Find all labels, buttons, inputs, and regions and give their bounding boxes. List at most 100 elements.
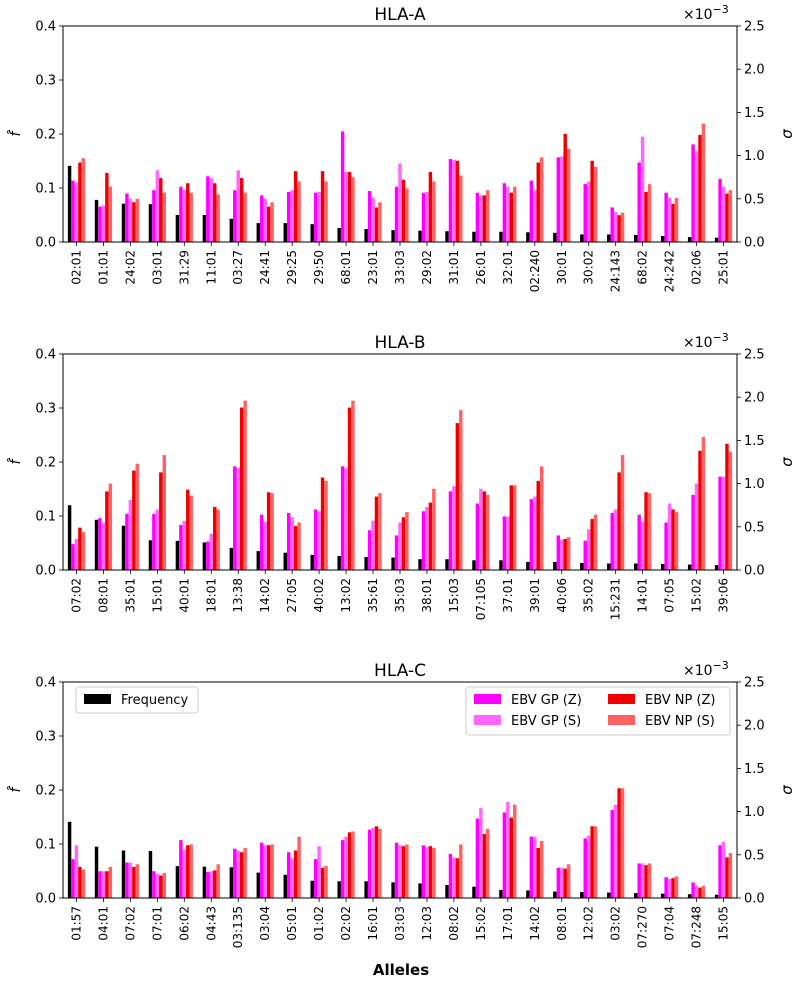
bar-frequency <box>175 866 180 898</box>
bar-np-s <box>81 869 86 898</box>
bar-gp-z <box>610 207 614 242</box>
bar-frequency <box>445 885 449 898</box>
x-tick-label: 29:50 <box>312 250 326 285</box>
bar-gp-s <box>721 186 726 242</box>
bar-gp-s <box>236 468 240 570</box>
x-tick-label: 15:02 <box>690 578 704 613</box>
y-right-tick-label: 1.0 <box>744 477 765 492</box>
bar-np-s <box>108 186 113 242</box>
y-left-tick-label: 0.4 <box>35 20 56 35</box>
bar-np-s <box>162 192 166 242</box>
bar-frequency <box>580 562 584 570</box>
sigma-multiplier-base: ×10 <box>683 7 713 23</box>
bar-np-z <box>401 517 406 570</box>
bar-np-s <box>674 512 679 570</box>
bar-np-s <box>432 488 436 570</box>
bar-frequency <box>660 564 665 570</box>
bar-frequency <box>202 215 207 242</box>
bar-np-s <box>351 831 355 898</box>
x-tick-label: 15:01 <box>150 578 164 613</box>
x-tick-label: 25:01 <box>717 250 731 285</box>
bar-np-z <box>617 215 621 242</box>
bar-frequency <box>418 883 422 898</box>
bar-gp-s <box>317 846 321 898</box>
legend-label-gp-s: EBV GP (S) <box>511 714 581 729</box>
sigma-multiplier: ×10−3 <box>683 3 729 23</box>
bar-frequency <box>310 554 314 570</box>
plot-frame <box>62 25 738 243</box>
sigma-multiplier: ×10−3 <box>683 659 729 679</box>
bar-gp-z <box>421 511 426 570</box>
legend-label-np-s: EBV NP (S) <box>645 714 715 729</box>
bar-frequency <box>175 215 180 242</box>
bar-np-s <box>189 192 193 242</box>
bar-np-z <box>536 481 540 570</box>
bar-gp-z <box>394 842 399 898</box>
bar-frequency <box>391 230 395 242</box>
sigma-multiplier: ×10−3 <box>683 331 729 351</box>
bar-np-s <box>566 537 571 570</box>
bar-np-z <box>725 443 729 570</box>
bar-np-s <box>324 866 328 898</box>
bar-np-s <box>701 885 706 898</box>
bar-np-s <box>108 866 113 898</box>
x-tick-label: 02:02 <box>339 906 353 941</box>
chart-title: HLA-A <box>374 5 426 25</box>
bar-frequency <box>67 505 72 570</box>
bar-gp-z <box>448 159 453 242</box>
bar-gp-s <box>290 517 294 570</box>
bar-gp-s <box>586 529 591 570</box>
bar-gp-z <box>691 882 695 898</box>
bar-np-s <box>81 531 86 570</box>
bar-gp-s <box>398 163 402 242</box>
bar-frequency <box>256 872 261 898</box>
bar-gp-s <box>128 198 133 242</box>
x-tick-label: 29:25 <box>285 250 299 285</box>
x-tick-label: 40:01 <box>177 578 191 613</box>
y-right-tick-label: 1.5 <box>744 434 765 449</box>
bar-gp-s <box>290 190 294 242</box>
y-right-tick-label: 2.5 <box>744 20 765 35</box>
bar-gp-s <box>209 178 214 242</box>
bar-np-z <box>239 852 244 898</box>
legend-box <box>75 686 199 714</box>
bar-np-s <box>243 192 247 242</box>
bar-frequency <box>391 882 395 898</box>
x-tick-label: 68:02 <box>636 250 650 285</box>
bar-np-s <box>378 493 382 570</box>
bar-gp-z <box>340 131 345 242</box>
bar-np-s <box>243 847 247 898</box>
bar-np-s <box>728 190 733 242</box>
legend-label-frequency: Frequency <box>121 693 188 708</box>
bar-gp-s <box>560 539 564 570</box>
x-tick-label: 39:06 <box>717 578 731 613</box>
legend-swatch-np-s <box>608 715 635 725</box>
bar-gp-s <box>317 191 321 242</box>
bar-frequency <box>229 218 234 242</box>
x-tick-label: 03:01 <box>150 250 164 285</box>
bar-frequency <box>364 229 368 242</box>
bar-frequency <box>229 547 234 570</box>
bar-np-s <box>647 493 652 570</box>
bar-gp-z <box>286 512 291 570</box>
bar-np-s <box>270 493 274 570</box>
y-right-tick-label: 1.5 <box>744 106 765 121</box>
bar-np-z <box>563 134 567 242</box>
bar-frequency <box>148 204 153 242</box>
bar-gp-z <box>502 183 507 242</box>
bar-gp-s <box>236 170 240 242</box>
bar-gp-s <box>101 205 106 242</box>
x-axis-label: Alleles <box>373 961 429 979</box>
x-tick-label: 35:61 <box>366 578 380 613</box>
bar-gp-z <box>233 848 237 898</box>
bar-frequency <box>283 552 287 570</box>
bar-np-s <box>593 514 598 570</box>
bar-gp-s <box>398 845 402 898</box>
bar-gp-z <box>610 512 614 570</box>
bar-gp-z <box>718 845 722 898</box>
bar-frequency <box>553 891 557 898</box>
x-tick-label: 24:242 <box>663 250 677 292</box>
bar-gp-z <box>664 877 668 898</box>
